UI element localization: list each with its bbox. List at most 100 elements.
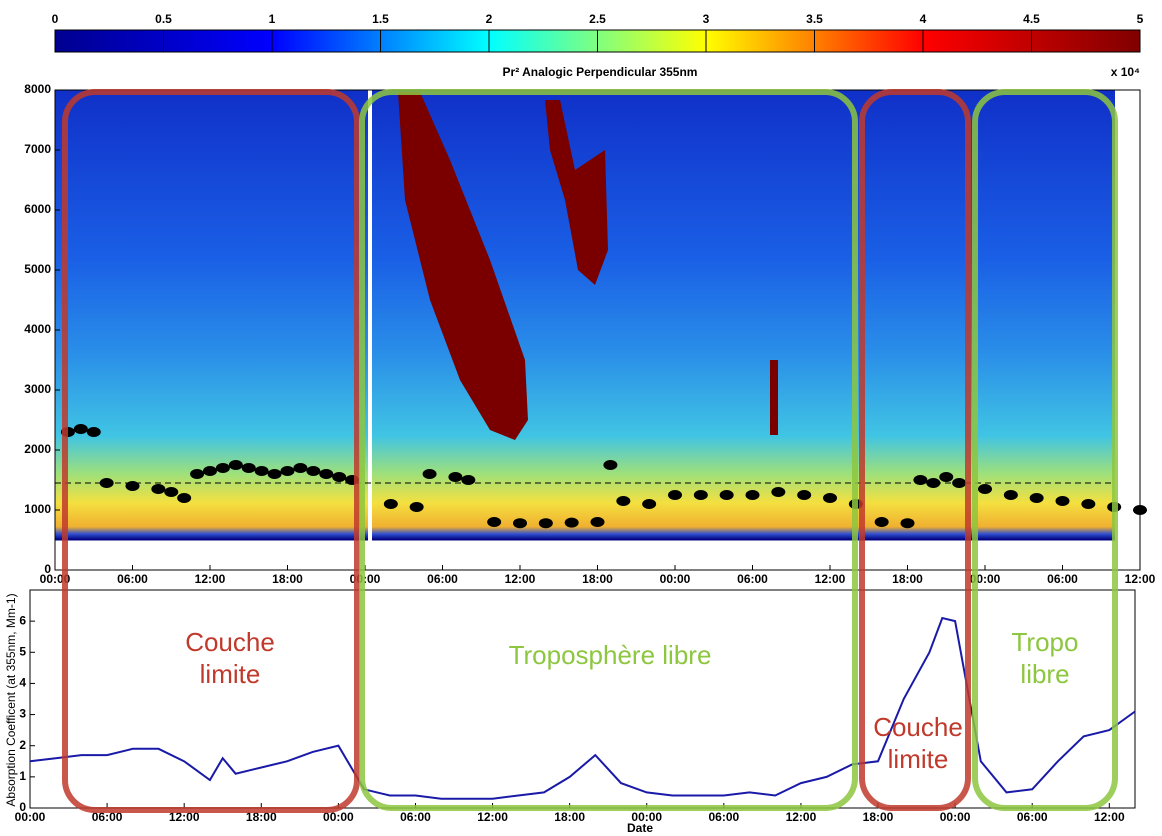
x-tick-label: 18:00 bbox=[246, 810, 277, 824]
y-tick-label: 1 bbox=[19, 769, 26, 783]
boundary-layer-point bbox=[151, 484, 166, 494]
boundary-layer-point bbox=[267, 469, 282, 479]
boundary-layer-point bbox=[1029, 493, 1044, 503]
x-tick-label: 18:00 bbox=[272, 572, 303, 586]
x-tick-label: 06:00 bbox=[708, 810, 739, 824]
boundary-layer-point bbox=[409, 502, 424, 512]
x-tick-label: 06:00 bbox=[427, 572, 458, 586]
y-tick-label: 0 bbox=[44, 562, 51, 576]
boundary-layer-point bbox=[952, 478, 967, 488]
y-tick-label: 2 bbox=[19, 738, 26, 752]
boundary-layer-point bbox=[228, 460, 243, 470]
boundary-layer-point bbox=[538, 518, 553, 529]
region-label: Troposphère libre bbox=[509, 640, 712, 670]
boundary-layer-point bbox=[939, 472, 954, 482]
boundary-layer-point bbox=[254, 466, 269, 476]
x-tick-label: 12:00 bbox=[1094, 810, 1125, 824]
boundary-layer-point bbox=[125, 481, 140, 491]
boundary-layer-point bbox=[603, 460, 618, 470]
x-tick-label: 12:00 bbox=[815, 572, 846, 586]
x-axis-label: Date bbox=[627, 821, 653, 835]
y-axis-label: Absorption Coefficent (at 355nm, Mm-1) bbox=[4, 593, 18, 806]
y-tick-label: 3000 bbox=[24, 382, 51, 396]
region-box bbox=[359, 89, 858, 811]
boundary-layer-point bbox=[513, 518, 527, 529]
x-tick-label: 06:00 bbox=[92, 810, 123, 824]
absorption-line bbox=[29, 616, 1136, 800]
boundary-layer-point bbox=[190, 469, 205, 479]
boundary-layer-point bbox=[1081, 499, 1096, 509]
colorbar-tick-label: 3.5 bbox=[806, 12, 823, 26]
x-tick-label: 00:00 bbox=[323, 810, 354, 824]
colorbar-tick-label: 3 bbox=[703, 12, 710, 26]
boundary-layer-point bbox=[448, 472, 463, 482]
colorbar-tick-label: 1 bbox=[269, 12, 276, 26]
boundary-layer-point bbox=[823, 493, 837, 503]
boundary-layer-point bbox=[874, 517, 889, 527]
y-tick-label: 0 bbox=[19, 800, 26, 814]
boundary-layer-point bbox=[913, 475, 928, 485]
boundary-layer-point bbox=[745, 490, 760, 500]
x-tick-label: 00:00 bbox=[15, 810, 46, 824]
boundary-layer-point bbox=[177, 493, 192, 503]
boundary-layer-point bbox=[280, 466, 295, 476]
boundary-layer-point bbox=[1003, 490, 1018, 500]
boundary-layer-point bbox=[241, 463, 256, 473]
colorbar-tick-label: 1.5 bbox=[372, 12, 389, 26]
colorbar-tick-label: 2 bbox=[486, 12, 493, 26]
y-tick-label: 5000 bbox=[24, 262, 51, 276]
region-box bbox=[859, 89, 971, 811]
boundary-layer-point bbox=[422, 469, 437, 479]
x-tick-label: 18:00 bbox=[554, 810, 585, 824]
y-tick-label: 8000 bbox=[24, 82, 51, 96]
boundary-layer-point bbox=[926, 478, 941, 488]
x-tick-label: 06:00 bbox=[117, 572, 148, 586]
boundary-layer-point bbox=[978, 484, 992, 494]
aerosol-plume bbox=[770, 360, 778, 435]
data-gap bbox=[368, 90, 372, 570]
colorbar-unit: x 10⁴ bbox=[1111, 65, 1140, 79]
boundary-layer-point bbox=[332, 472, 347, 482]
x-tick-label: 12:00 bbox=[786, 810, 817, 824]
colorbar-tick-label: 4 bbox=[920, 12, 927, 26]
y-tick-label: 5 bbox=[19, 644, 26, 658]
aerosol-plume bbox=[398, 92, 528, 440]
region-label: Tropo bbox=[1012, 627, 1079, 657]
colorbar-tick-label: 4.5 bbox=[1023, 12, 1040, 26]
boundary-layer-point bbox=[564, 517, 579, 528]
boundary-layer-point bbox=[693, 490, 708, 500]
x-tick-label: 06:00 bbox=[400, 810, 431, 824]
colorbar-tick-label: 0.5 bbox=[155, 12, 172, 26]
boundary-layer-point bbox=[1133, 505, 1147, 515]
boundary-layer-point bbox=[797, 490, 812, 500]
colorbar-tick-label: 0 bbox=[52, 12, 59, 26]
boundary-layer-point bbox=[306, 466, 321, 476]
boundary-layer-point bbox=[215, 463, 230, 473]
boundary-layer-point bbox=[293, 463, 308, 473]
y-tick-label: 6 bbox=[19, 613, 26, 627]
boundary-layer-point bbox=[590, 517, 605, 527]
aerosol-plume bbox=[545, 100, 608, 285]
y-tick-label: 2000 bbox=[24, 442, 51, 456]
colorbar-tick-label: 5 bbox=[1137, 12, 1144, 26]
y-tick-label: 4000 bbox=[24, 322, 51, 336]
region-label: limite bbox=[200, 659, 261, 689]
boundary-layer-point bbox=[203, 466, 217, 476]
boundary-layer-point bbox=[319, 469, 334, 479]
y-tick-label: 7000 bbox=[24, 142, 51, 156]
x-tick-label: 12:00 bbox=[505, 572, 536, 586]
boundary-layer-point bbox=[73, 424, 88, 434]
x-tick-label: 18:00 bbox=[892, 572, 923, 586]
x-tick-label: 06:00 bbox=[1047, 572, 1078, 586]
x-tick-label: 12:00 bbox=[1125, 572, 1156, 586]
boundary-layer-point bbox=[164, 487, 179, 497]
lidar-heatmap bbox=[55, 90, 1115, 570]
region-label: libre bbox=[1020, 659, 1069, 689]
x-tick-label: 00:00 bbox=[940, 810, 971, 824]
colorbar-title: Pr² Analogic Perpendicular 355nm bbox=[503, 65, 698, 79]
boundary-layer-point bbox=[461, 475, 476, 485]
x-tick-label: 06:00 bbox=[1017, 810, 1048, 824]
region-label: Couche bbox=[873, 712, 963, 742]
x-tick-label: 12:00 bbox=[169, 810, 200, 824]
boundary-layer-point bbox=[1055, 496, 1070, 506]
